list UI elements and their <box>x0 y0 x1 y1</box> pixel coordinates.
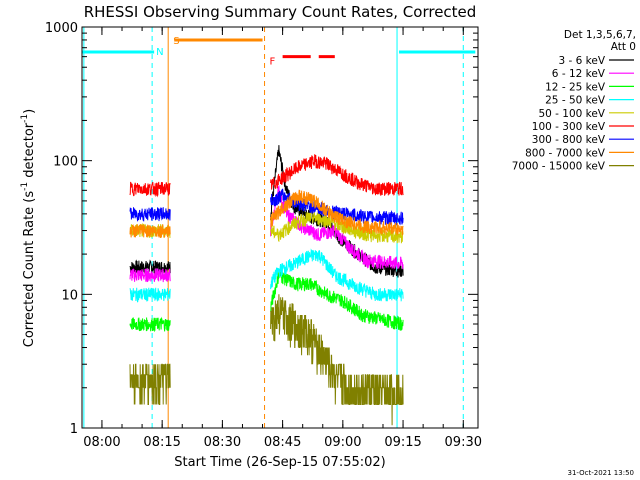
series-trace-1-1 <box>270 185 404 270</box>
y-tick-label: 1 <box>70 422 78 437</box>
series-trace-7-1 <box>270 189 404 236</box>
series-trace-3-1 <box>270 248 404 302</box>
series-trace-5-1 <box>270 154 404 196</box>
y-tick-label: 1000 <box>45 21 78 36</box>
x-tick-label: 08:30 <box>204 435 241 450</box>
flag-label-S: S <box>173 36 179 47</box>
series-trace-2-0 <box>129 316 171 333</box>
y-tick-label: 10 <box>61 288 78 303</box>
x-tick-label: 08:45 <box>264 435 301 450</box>
legend-label: 12 - 25 keV <box>545 81 606 93</box>
legend-label: 6 - 12 keV <box>552 68 606 80</box>
series-trace-6-0 <box>129 206 171 222</box>
legend-label: 50 - 100 keV <box>538 108 605 120</box>
x-tick-label: 09:00 <box>324 435 361 450</box>
plot-frame <box>81 26 479 429</box>
legend-label: 7000 - 15000 keV <box>512 161 606 173</box>
chart-title: RHESSI Observing Summary Count Rates, Co… <box>84 3 477 21</box>
series-trace-5-0 <box>129 181 171 198</box>
y-tick-label: 100 <box>53 155 78 170</box>
x-tick-label: 09:30 <box>445 435 482 450</box>
series-trace-8-1 <box>270 294 404 426</box>
series-trace-1-0 <box>129 268 171 283</box>
legend-label: 800 - 7000 keV <box>525 147 606 159</box>
legend-header: Det 1,3,5,6,7, <box>564 29 636 41</box>
axes: 1 10 100 1000 08:00 08:15 08:30 08:45 09:00 09:15… <box>45 21 482 450</box>
plot-clip-group <box>82 27 476 428</box>
footer-timestamp: 31-Oct-2021 13:50 <box>568 469 634 477</box>
plot-area: NS F <box>82 27 476 428</box>
legend-label: 300 - 800 keV <box>532 134 606 146</box>
legend-label: 3 - 6 keV <box>558 55 605 67</box>
series-trace-7-0 <box>129 223 171 239</box>
series-trace-3-0 <box>129 287 171 303</box>
x-axis-label: Start Time (26-Sep-15 07:55:02) <box>174 455 385 470</box>
y-axis-label: Corrected Count Rate (s-1 detector-1) <box>20 109 37 347</box>
legend-label: 25 - 50 keV <box>545 95 606 107</box>
x-tick-label: 08:00 <box>83 435 120 450</box>
series-trace-2-1 <box>270 270 404 331</box>
legend-label: 100 - 300 keV <box>532 121 606 133</box>
flag-label-F: F <box>270 57 276 68</box>
x-tick-label: 09:15 <box>384 435 421 450</box>
series-trace-8-0 <box>129 363 171 405</box>
flag-label-N: N <box>156 47 163 58</box>
x-tick-label: 08:15 <box>143 435 180 450</box>
legend-header: Att 0 <box>611 41 636 53</box>
